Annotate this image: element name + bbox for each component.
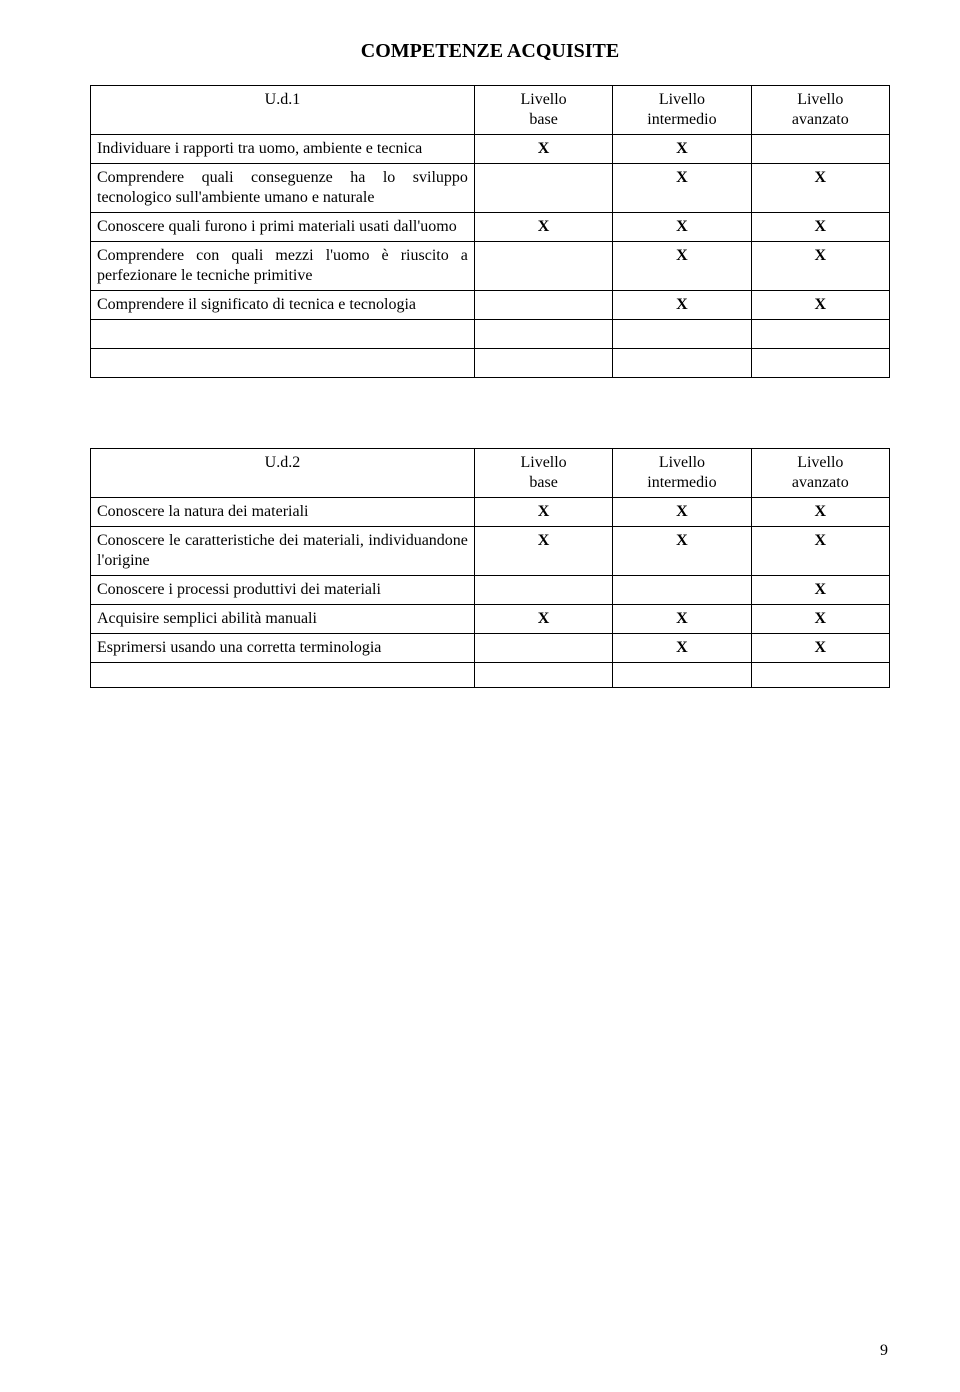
check-base [474,576,612,605]
check-inter [613,576,751,605]
table-row: U.d.1 Livellobase Livellointermedio Live… [91,86,890,135]
check-inter: X [613,634,751,663]
table-ud1: U.d.1 Livellobase Livellointermedio Live… [90,85,890,378]
table-row: Esprimersi usando una corretta terminolo… [91,634,890,663]
col-header-avanzato: Livelloavanzato [751,449,889,498]
unit-label: U.d.2 [91,449,475,498]
check-base: X [474,605,612,634]
check-inter: X [613,164,751,213]
table-row: Conoscere i processi produttivi dei mate… [91,576,890,605]
table-row: Comprendere quali conseguenze ha lo svil… [91,164,890,213]
col-header-base: Livellobase [474,449,612,498]
competence-desc: Esprimersi usando una corretta terminolo… [91,634,475,663]
check-avan: X [751,291,889,320]
check-base [474,634,612,663]
table-row: Comprendere il significato di tecnica e … [91,291,890,320]
check-inter: X [613,605,751,634]
table-spacer [91,349,890,378]
check-base [474,164,612,213]
check-avan: X [751,634,889,663]
col-header-intermedio: Livellointermedio [613,86,751,135]
unit-label: U.d.1 [91,86,475,135]
check-base: X [474,498,612,527]
check-base: X [474,213,612,242]
table-row: U.d.2 Livellobase Livellointermedio Live… [91,449,890,498]
check-base: X [474,527,612,576]
check-avan: X [751,527,889,576]
col-header-base: Livellobase [474,86,612,135]
check-avan: X [751,213,889,242]
competence-desc: Acquisire semplici abilità manuali [91,605,475,634]
check-base: X [474,135,612,164]
check-inter: X [613,242,751,291]
competence-desc: Conoscere quali furono i primi materiali… [91,213,475,242]
competence-desc: Conoscere le caratteristiche dei materia… [91,527,475,576]
check-avan: X [751,605,889,634]
table-row: Acquisire semplici abilità manuali X X X [91,605,890,634]
col-header-avanzato: Livelloavanzato [751,86,889,135]
check-inter: X [613,498,751,527]
table-gap [90,378,890,448]
table-row: Conoscere le caratteristiche dei materia… [91,527,890,576]
page-number: 9 [880,1342,888,1360]
table-ud2: U.d.2 Livellobase Livellointermedio Live… [90,448,890,688]
check-base [474,242,612,291]
table-row: Individuare i rapporti tra uomo, ambient… [91,135,890,164]
check-avan: X [751,498,889,527]
competence-desc: Comprendere quali conseguenze ha lo svil… [91,164,475,213]
competence-desc: Comprendere con quali mezzi l'uomo è riu… [91,242,475,291]
check-inter: X [613,527,751,576]
check-avan: X [751,164,889,213]
table-spacer [91,320,890,349]
check-inter: X [613,135,751,164]
table-row: Conoscere la natura dei materiali X X X [91,498,890,527]
page-title: COMPETENZE ACQUISITE [90,40,890,63]
competence-desc: Conoscere i processi produttivi dei mate… [91,576,475,605]
check-avan [751,135,889,164]
table-row: Comprendere con quali mezzi l'uomo è riu… [91,242,890,291]
competence-desc: Comprendere il significato di tecnica e … [91,291,475,320]
check-inter: X [613,291,751,320]
competence-desc: Conoscere la natura dei materiali [91,498,475,527]
check-inter: X [613,213,751,242]
check-base [474,291,612,320]
check-avan: X [751,242,889,291]
table-spacer [91,663,890,688]
col-header-intermedio: Livellointermedio [613,449,751,498]
table-row: Conoscere quali furono i primi materiali… [91,213,890,242]
competence-desc: Individuare i rapporti tra uomo, ambient… [91,135,475,164]
check-avan: X [751,576,889,605]
